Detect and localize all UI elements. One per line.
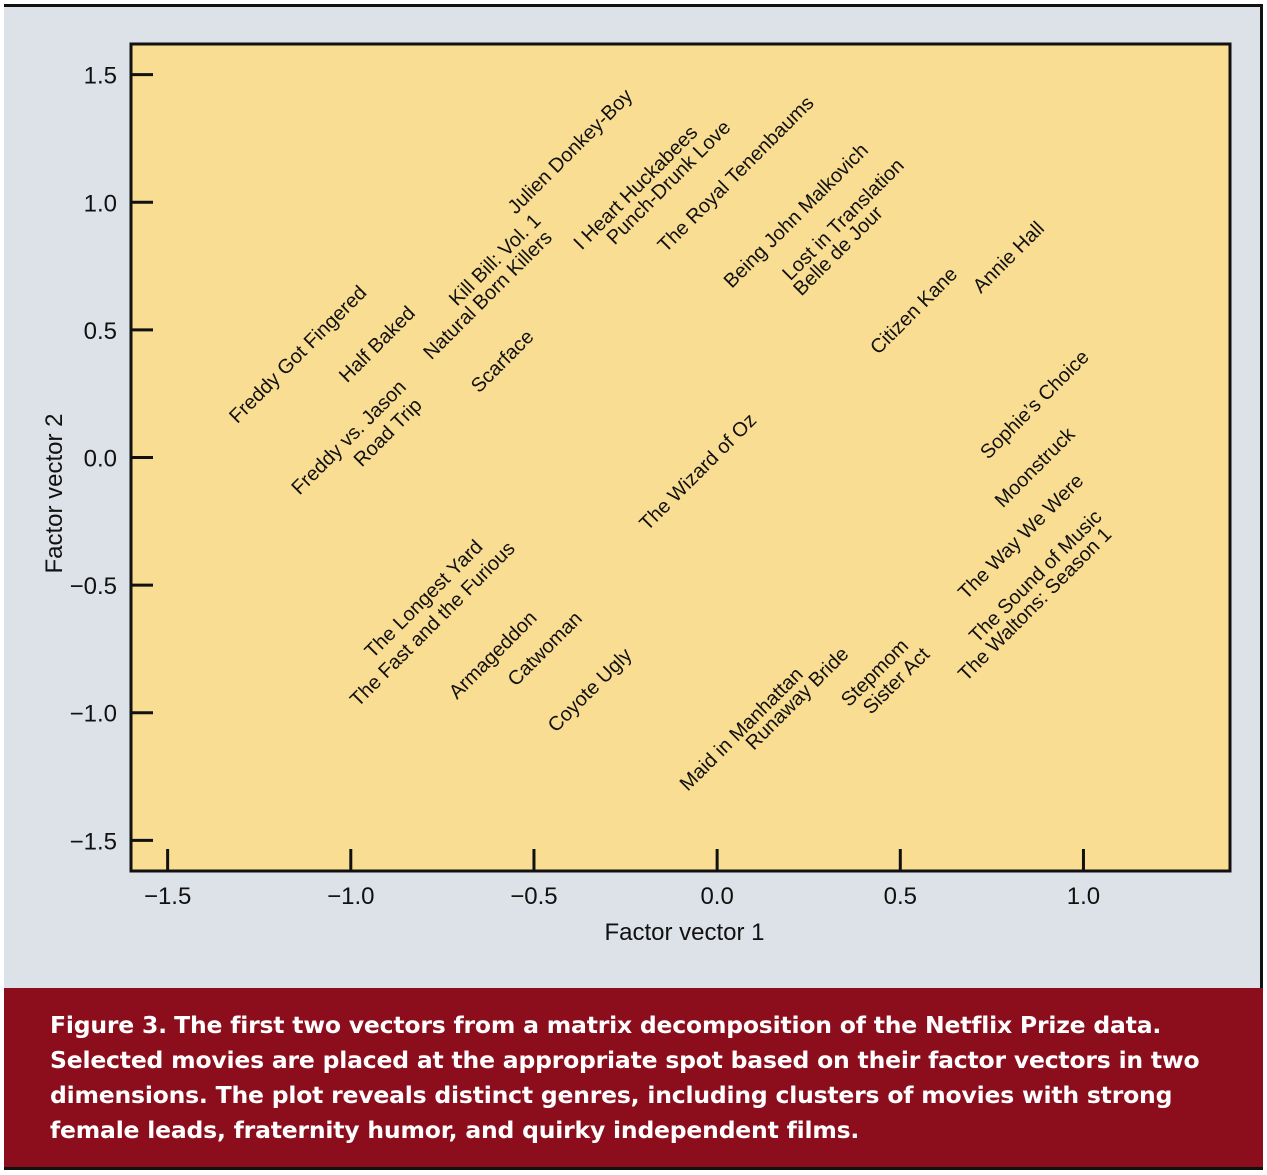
x-tick-label: −1.0 [327,883,374,910]
scatter-plot: 1.5 1.0 0.5 0.0 −0.5 −1.0 −1.5 −1.5 −1.0 −0.5 0.0 0… [41,42,1232,946]
x-tick-label: 0.0 [700,883,733,910]
y-tick-label: −1.5 [70,828,117,855]
x-tick-label: 0.5 [884,883,917,910]
x-tick-label: 1.0 [1067,883,1100,910]
y-tick-label: −0.5 [70,573,117,600]
y-tick-label: 1.5 [84,63,117,90]
y-tick-label: 0.0 [84,446,117,473]
plot-area [129,42,1232,873]
y-tick-label: 1.0 [84,190,117,217]
x-tick-label: −1.5 [144,883,191,910]
figure-caption: Figure 3. The first two vectors from a m… [4,988,1263,1170]
caption-label: Figure 3. [50,1011,167,1039]
x-axis-title: Factor vector 1 [604,919,764,946]
y-tick-label: −1.0 [70,701,117,728]
x-tick-label: −0.5 [510,883,557,910]
caption-text: The first two vectors from a matrix deco… [50,1011,1200,1144]
y-axis-title: Factor vector 2 [41,413,68,573]
y-tick-label: 0.5 [84,318,117,345]
